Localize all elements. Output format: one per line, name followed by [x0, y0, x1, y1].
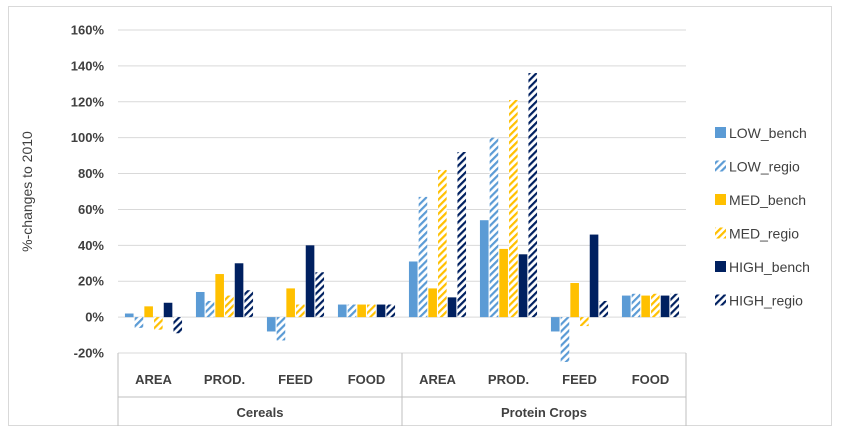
legend-label: LOW_regio — [729, 159, 800, 175]
bar — [560, 317, 570, 362]
category-label: FOOD — [348, 372, 386, 387]
legend-label: HIGH_bench — [729, 259, 810, 275]
legend-swatch — [715, 160, 726, 172]
bar — [337, 304, 347, 318]
y-tick-label: 40% — [78, 238, 104, 253]
bar — [205, 300, 215, 318]
bar — [266, 317, 276, 332]
bar — [550, 317, 560, 332]
y-tick-label: 0% — [85, 310, 104, 325]
bar — [489, 137, 499, 318]
legend-swatch — [715, 227, 726, 239]
bar — [599, 300, 609, 318]
bar — [528, 73, 538, 318]
bar — [670, 293, 680, 318]
category-label: FOOD — [632, 372, 670, 387]
bar — [457, 152, 467, 318]
y-tick-label: 80% — [78, 166, 104, 181]
group-label: Cereals — [237, 405, 284, 420]
chart-frame — [8, 6, 832, 426]
y-axis-title: %-changes to 2010 — [19, 131, 35, 252]
bar — [418, 196, 428, 318]
bar — [428, 288, 437, 318]
legend-swatch — [715, 261, 726, 272]
y-tick-label: 20% — [78, 274, 104, 289]
bar — [347, 304, 357, 318]
y-tick-label: -20% — [74, 346, 105, 361]
bar — [386, 304, 396, 318]
legend-label: HIGH_regio — [729, 293, 803, 309]
category-label: PROD. — [204, 372, 245, 387]
bar — [315, 272, 325, 318]
bar — [589, 234, 599, 318]
bar — [509, 99, 518, 318]
y-tick-label: 160% — [71, 23, 105, 38]
bar — [357, 304, 366, 318]
category-label: AREA — [135, 372, 172, 387]
bar — [641, 295, 650, 318]
y-tick-label: 100% — [71, 130, 105, 145]
bar — [296, 304, 305, 318]
bar — [163, 302, 173, 318]
legend-label: MED_regio — [729, 226, 799, 242]
bar — [580, 317, 589, 327]
bar — [518, 254, 528, 318]
bar — [173, 317, 183, 334]
bar — [408, 261, 418, 318]
bar — [651, 293, 660, 318]
bar — [124, 313, 134, 318]
bar — [499, 248, 508, 318]
bar — [447, 297, 457, 318]
legend-swatch — [715, 194, 726, 205]
legend-swatch — [715, 127, 726, 138]
category-label: FEED — [278, 372, 313, 387]
bar — [134, 317, 144, 328]
legend-label: MED_bench — [729, 192, 806, 208]
bar — [286, 288, 295, 318]
bar — [225, 295, 234, 318]
bar — [367, 304, 376, 318]
bar — [660, 295, 670, 318]
category-label: FEED — [562, 372, 597, 387]
legend-label: LOW_bench — [729, 125, 807, 141]
bar — [144, 306, 153, 318]
category-label: AREA — [419, 372, 456, 387]
group-label: Protein Crops — [501, 405, 587, 420]
bar — [244, 290, 254, 318]
y-tick-label: 120% — [71, 94, 105, 109]
y-tick-label: 60% — [78, 202, 104, 217]
bar — [479, 220, 489, 318]
bar — [215, 274, 224, 318]
bar — [305, 245, 315, 318]
bar — [154, 317, 163, 330]
bar — [376, 304, 386, 318]
y-tick-label: 140% — [71, 58, 105, 73]
bar — [438, 169, 447, 318]
bar — [195, 291, 205, 318]
legend-swatch — [715, 294, 726, 306]
bar — [621, 295, 631, 318]
bar — [234, 263, 244, 318]
bar — [631, 293, 641, 318]
category-label: PROD. — [488, 372, 529, 387]
bar — [570, 283, 579, 318]
bar — [276, 317, 286, 341]
